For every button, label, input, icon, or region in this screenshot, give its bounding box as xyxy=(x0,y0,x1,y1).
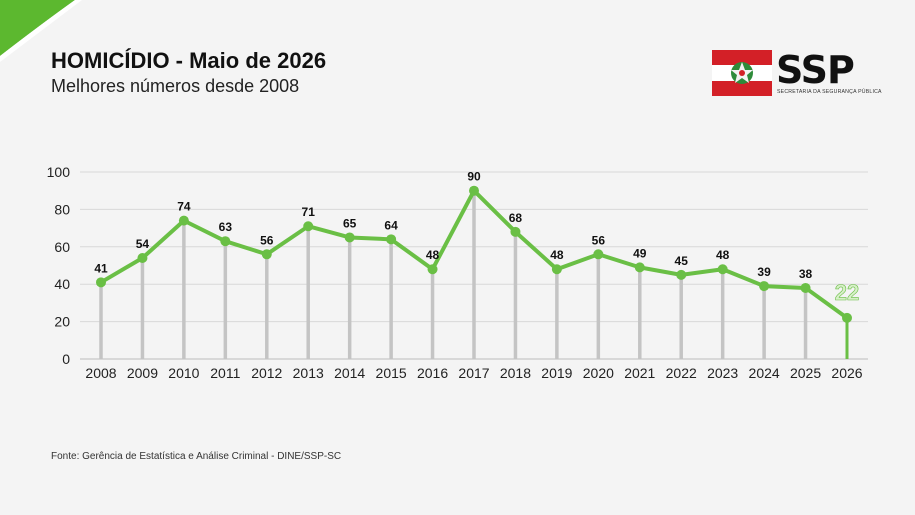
data-label: 56 xyxy=(592,233,606,247)
data-point xyxy=(261,249,272,260)
x-tick-label: 2012 xyxy=(251,365,282,381)
data-label: 90 xyxy=(467,170,481,184)
x-tick-label: 2014 xyxy=(334,365,365,381)
homicide-line-chart: 0 20 40 60 80 100 41 54 74 63 56 71 65 64 48 90 68 48 56 49… xyxy=(47,164,868,381)
data-label: 64 xyxy=(384,218,398,232)
x-tick-label: 2021 xyxy=(624,365,655,381)
data-point xyxy=(344,232,355,243)
data-label: 39 xyxy=(757,265,771,279)
x-tick-label: 2024 xyxy=(749,365,780,381)
x-tick-label: 2026 xyxy=(831,365,862,381)
x-tick-label: 2010 xyxy=(168,365,199,381)
y-tick-label: 40 xyxy=(54,276,70,292)
x-tick-label: 2019 xyxy=(541,365,572,381)
x-tick-label: 2020 xyxy=(583,365,614,381)
logo-subtitle: SECRETARIA DA SEGURANÇA PÚBLICA xyxy=(777,89,882,95)
data-point xyxy=(634,262,645,273)
x-tick-label: 2011 xyxy=(210,365,240,381)
x-tick-label: 2023 xyxy=(707,365,738,381)
data-label: 48 xyxy=(550,248,564,262)
data-point xyxy=(759,281,770,292)
data-label: 45 xyxy=(675,254,689,268)
data-point xyxy=(220,236,231,247)
y-tick-label: 80 xyxy=(54,201,70,217)
data-label: 71 xyxy=(302,205,316,219)
x-tick-label: 2013 xyxy=(293,365,324,381)
ssp-logo xyxy=(712,50,772,96)
data-point xyxy=(593,249,604,260)
data-point xyxy=(303,221,314,232)
data-point xyxy=(842,312,852,323)
y-tick-label: 60 xyxy=(54,239,70,255)
data-label: 38 xyxy=(799,267,813,281)
source-note: Fonte: Gerência de Estatística e Análise… xyxy=(51,451,342,462)
y-tick-label: 20 xyxy=(54,314,70,330)
data-point xyxy=(386,234,397,245)
data-label: 54 xyxy=(136,237,150,251)
y-tick-label: 0 xyxy=(62,351,70,367)
data-label: 56 xyxy=(260,233,274,247)
data-point xyxy=(469,185,479,196)
data-label: 49 xyxy=(633,246,647,260)
x-tick-label: 2022 xyxy=(666,365,697,381)
data-label-highlight: 22 xyxy=(835,280,859,305)
data-point xyxy=(717,264,728,275)
data-label: 48 xyxy=(426,248,440,262)
data-point xyxy=(676,269,687,280)
data-label: 48 xyxy=(716,248,730,262)
data-point xyxy=(427,264,438,275)
page-subtitle: Melhores números desde 2008 xyxy=(51,76,300,96)
y-tick-label: 100 xyxy=(47,164,71,180)
page-title: HOMICÍDIO - Maio de 2026 xyxy=(51,48,327,73)
corner-decoration xyxy=(0,0,82,62)
logo-text: SSP xyxy=(776,48,855,92)
data-label: 65 xyxy=(343,216,357,230)
data-point xyxy=(551,264,562,275)
x-tick-label: 2025 xyxy=(790,365,821,381)
data-point xyxy=(800,282,811,293)
data-label: 68 xyxy=(509,211,523,225)
x-tick-label: 2008 xyxy=(85,365,116,381)
data-label: 74 xyxy=(177,200,191,214)
x-tick-label: 2015 xyxy=(376,365,407,381)
data-label: 63 xyxy=(219,220,233,234)
data-label: 41 xyxy=(94,261,108,275)
data-point xyxy=(178,215,189,226)
data-point xyxy=(510,226,521,237)
data-point xyxy=(137,253,148,264)
x-tick-label: 2018 xyxy=(500,365,531,381)
x-tick-label: 2017 xyxy=(458,365,489,381)
x-tick-label: 2009 xyxy=(127,365,158,381)
x-tick-label: 2016 xyxy=(417,365,448,381)
data-point xyxy=(96,277,106,288)
